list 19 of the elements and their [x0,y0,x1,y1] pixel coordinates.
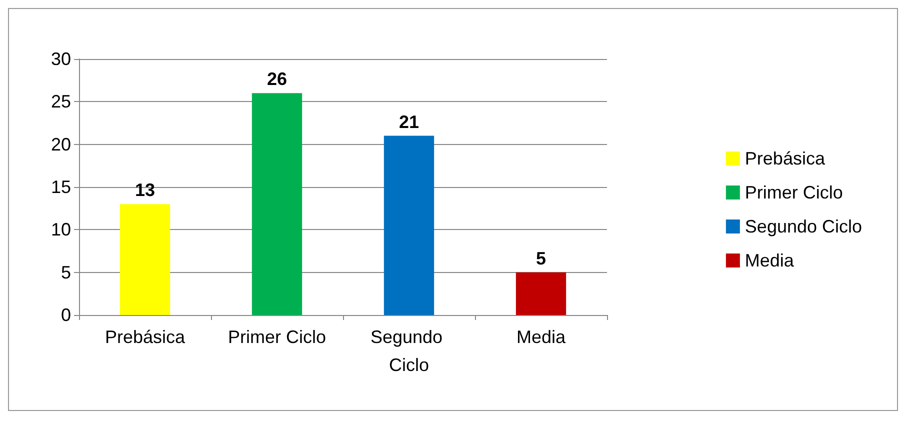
data-label: 5 [536,248,546,268]
y-tick-label: 20 [50,134,71,154]
legend-label: Primer Ciclo [744,182,843,202]
legend-label: Prebásica [744,148,826,168]
x-tick-label: Segundo Ciclo [370,327,448,375]
y-tick-label: 0 [60,305,71,325]
legend-label: Segundo Ciclo [744,216,862,236]
y-tick-label: 10 [50,220,71,240]
y-tick-label: 30 [50,49,71,69]
x-tick-label: Prebásica [104,327,186,347]
legend-label: Media [744,250,795,270]
data-label: 13 [134,180,156,200]
x-tick-label: Primer Ciclo [228,327,326,347]
y-tick-label: 15 [50,177,71,197]
data-label: 26 [266,69,288,90]
x-tick-label: Media [516,327,566,347]
data-label: 21 [398,112,420,132]
y-tick-label: 5 [60,262,71,282]
y-tick-label: 25 [50,92,71,112]
